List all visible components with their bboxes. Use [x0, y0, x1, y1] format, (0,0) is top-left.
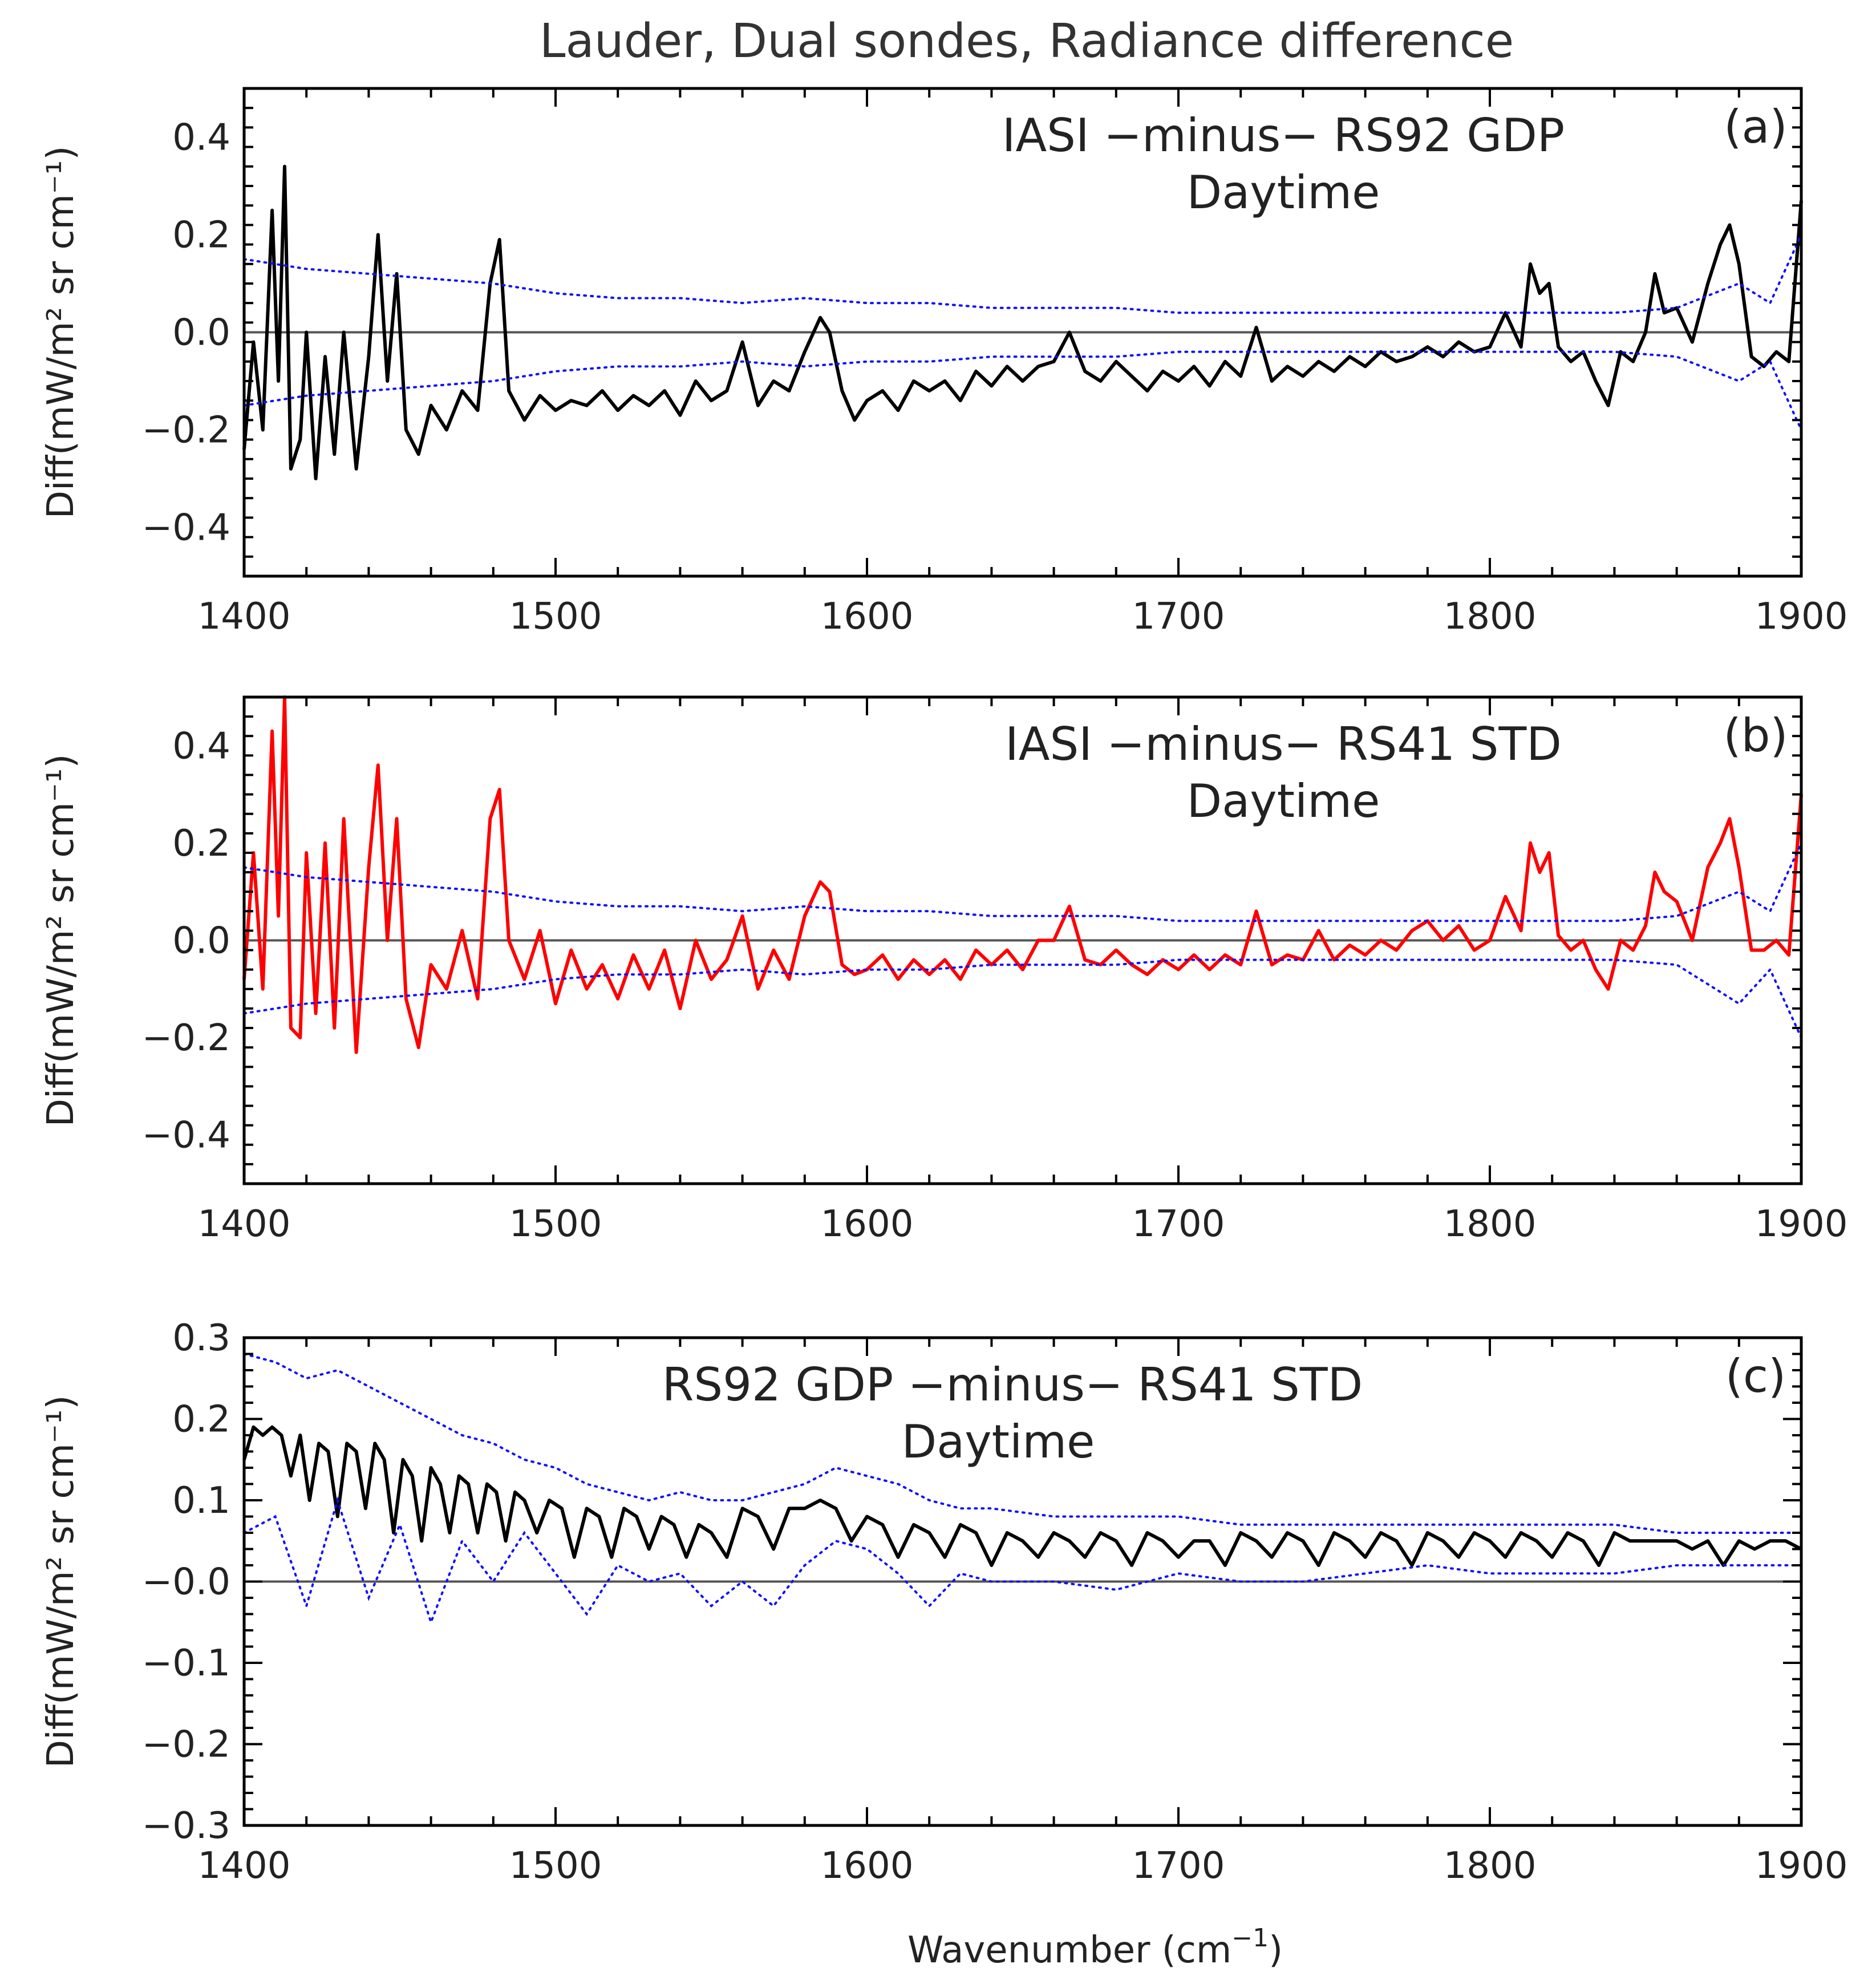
panel-b: 1400 1500 1600 1700 1800 1900 0.4 0.2 0.0 −0.2 −0.…	[40, 695, 1848, 1245]
y-axis-label-a: Diff(mW/m² sr cm⁻¹)	[40, 146, 82, 519]
x-tick-label-c: 1600	[821, 1845, 914, 1887]
x-tick-label-a: 1400	[198, 596, 291, 638]
y-tick-label-c: −0.3	[142, 1805, 230, 1847]
x-tick-label-b: 1700	[1132, 1203, 1225, 1245]
x-axis-label-close: )	[1269, 1929, 1283, 1971]
x-tick-label-c: 1500	[509, 1845, 602, 1887]
y-tick-label-c: −0.1	[142, 1642, 230, 1685]
y-tick-label-c: −0.0	[142, 1561, 230, 1604]
figure-title: Lauder, Dual sondes, Radiance difference	[540, 14, 1514, 68]
series-c-black	[242, 1425, 1802, 1567]
y-tick-label-b: 0.0	[172, 920, 230, 962]
plot-frame-b	[242, 695, 1803, 1185]
x-tick-label-a: 1500	[509, 596, 602, 638]
x-tick-label-b: 1900	[1755, 1203, 1848, 1245]
x-tick-label-a: 1900	[1755, 596, 1848, 638]
series-c-blue-dotted-lower	[243, 1496, 1802, 1626]
x-tick-label-a: 1800	[1444, 596, 1537, 638]
annotation-title-c: RS92 GDP −minus− RS41 STD	[662, 1358, 1363, 1411]
y-tick-label-c: 0.1	[172, 1480, 230, 1522]
series-c-blue-dotted-upper	[243, 1353, 1802, 1534]
annotation-daytime-b: Daytime	[1187, 775, 1380, 828]
y-tick-label-a: 0.4	[172, 117, 230, 159]
y-tick-label-c: 0.2	[172, 1399, 230, 1441]
x-tick-label-a: 1600	[821, 596, 914, 638]
y-tick-label-a: −0.2	[142, 410, 230, 452]
y-axis-label-b: Diff(mW/m² sr cm⁻¹)	[40, 754, 82, 1127]
y-tick-label-b: −0.2	[142, 1017, 230, 1059]
y-tick-label-a: 0.0	[172, 312, 230, 354]
x-tick-label-c: 1400	[198, 1845, 291, 1887]
series-a-blue-dotted-upper	[243, 233, 1802, 314]
x-axis-label: Wavenumber (cm−1)	[907, 1924, 1283, 1971]
x-tick-label-b: 1500	[509, 1203, 602, 1245]
series-b-blue-dotted-upper	[243, 841, 1802, 922]
x-tick-label-b: 1400	[198, 1203, 291, 1245]
y-tick-label-b: 0.2	[172, 823, 230, 865]
panel-label-c: (c)	[1725, 1350, 1786, 1403]
y-tick-label-a: −0.4	[142, 507, 230, 549]
plot-frame-a	[242, 87, 1803, 578]
x-tick-label-c: 1700	[1132, 1845, 1225, 1887]
panel-label-b: (b)	[1723, 709, 1788, 762]
annotation-title-b: IASI −minus− RS41 STD	[1005, 718, 1562, 771]
series-a-black	[242, 164, 1803, 480]
series-a-blue-dotted-lower	[243, 350, 1802, 431]
y-tick-label-c: −0.2	[142, 1724, 230, 1766]
annotation-daytime-a: Daytime	[1187, 166, 1380, 219]
x-tick-label-b: 1800	[1444, 1203, 1537, 1245]
y-tick-label-b: 0.4	[172, 725, 230, 767]
annotation-title-a: IASI −minus− RS92 GDP	[1002, 109, 1565, 162]
x-tick-label-c: 1900	[1755, 1845, 1848, 1887]
y-tick-label-b: −0.4	[142, 1115, 230, 1157]
x-axis-label-text: Wavenumber (cm	[907, 1929, 1231, 1971]
panel-a: 1400 1500 1600 1700 1800 1900 0.4 0.2 0.0 −0.2 −0.…	[40, 87, 1848, 638]
panel-c: 1400 1500 1600 1700 1800 1900 0.3 0.2 0.1 −0.0 −0.…	[40, 1317, 1847, 1887]
x-axis-label-sup: −1	[1231, 1924, 1269, 1953]
x-tick-label-b: 1600	[821, 1203, 914, 1245]
y-axis-label-c: Diff(mW/m² sr cm⁻¹)	[40, 1395, 82, 1768]
x-tick-label-a: 1700	[1132, 596, 1225, 638]
y-tick-label-a: 0.2	[172, 214, 230, 257]
series-b-red	[242, 695, 1803, 1054]
x-tick-label-c: 1800	[1444, 1845, 1537, 1887]
annotation-daytime-c: Daytime	[902, 1415, 1095, 1468]
panel-label-a: (a)	[1724, 100, 1787, 153]
y-tick-label-c: 0.3	[172, 1317, 230, 1359]
